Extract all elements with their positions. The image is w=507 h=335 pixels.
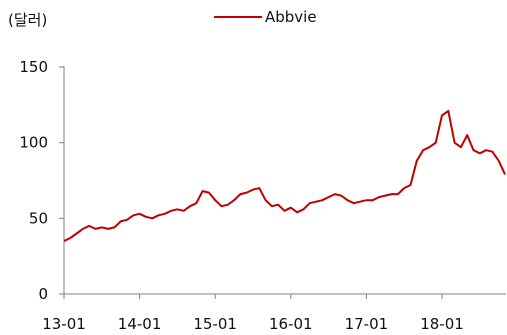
x-tick-label: 16-01 — [269, 315, 313, 333]
axes — [63, 66, 506, 295]
ticks: 0 50 100 150 13-01 14-01 15-01 16-01 17-01 18-01 — [19, 58, 463, 333]
x-tick-label: 14-01 — [118, 315, 162, 333]
x-tick-label: 13-01 — [42, 315, 86, 333]
series — [63, 109, 506, 242]
x-tick-label: 15-01 — [193, 315, 237, 333]
y-tick-label: 150 — [19, 58, 48, 76]
x-tick-label: 17-01 — [345, 315, 389, 333]
y-tick-label: 50 — [29, 209, 48, 227]
legend: Abbvie — [214, 8, 317, 26]
legend-label-abbvie: Abbvie — [265, 8, 317, 26]
y-unit-label: (달러) — [8, 11, 47, 29]
series-line-abbvie — [63, 109, 506, 242]
y-tick-label: 0 — [38, 285, 48, 303]
x-tick-label: 18-01 — [420, 315, 464, 333]
y-tick-label: 100 — [19, 134, 48, 152]
